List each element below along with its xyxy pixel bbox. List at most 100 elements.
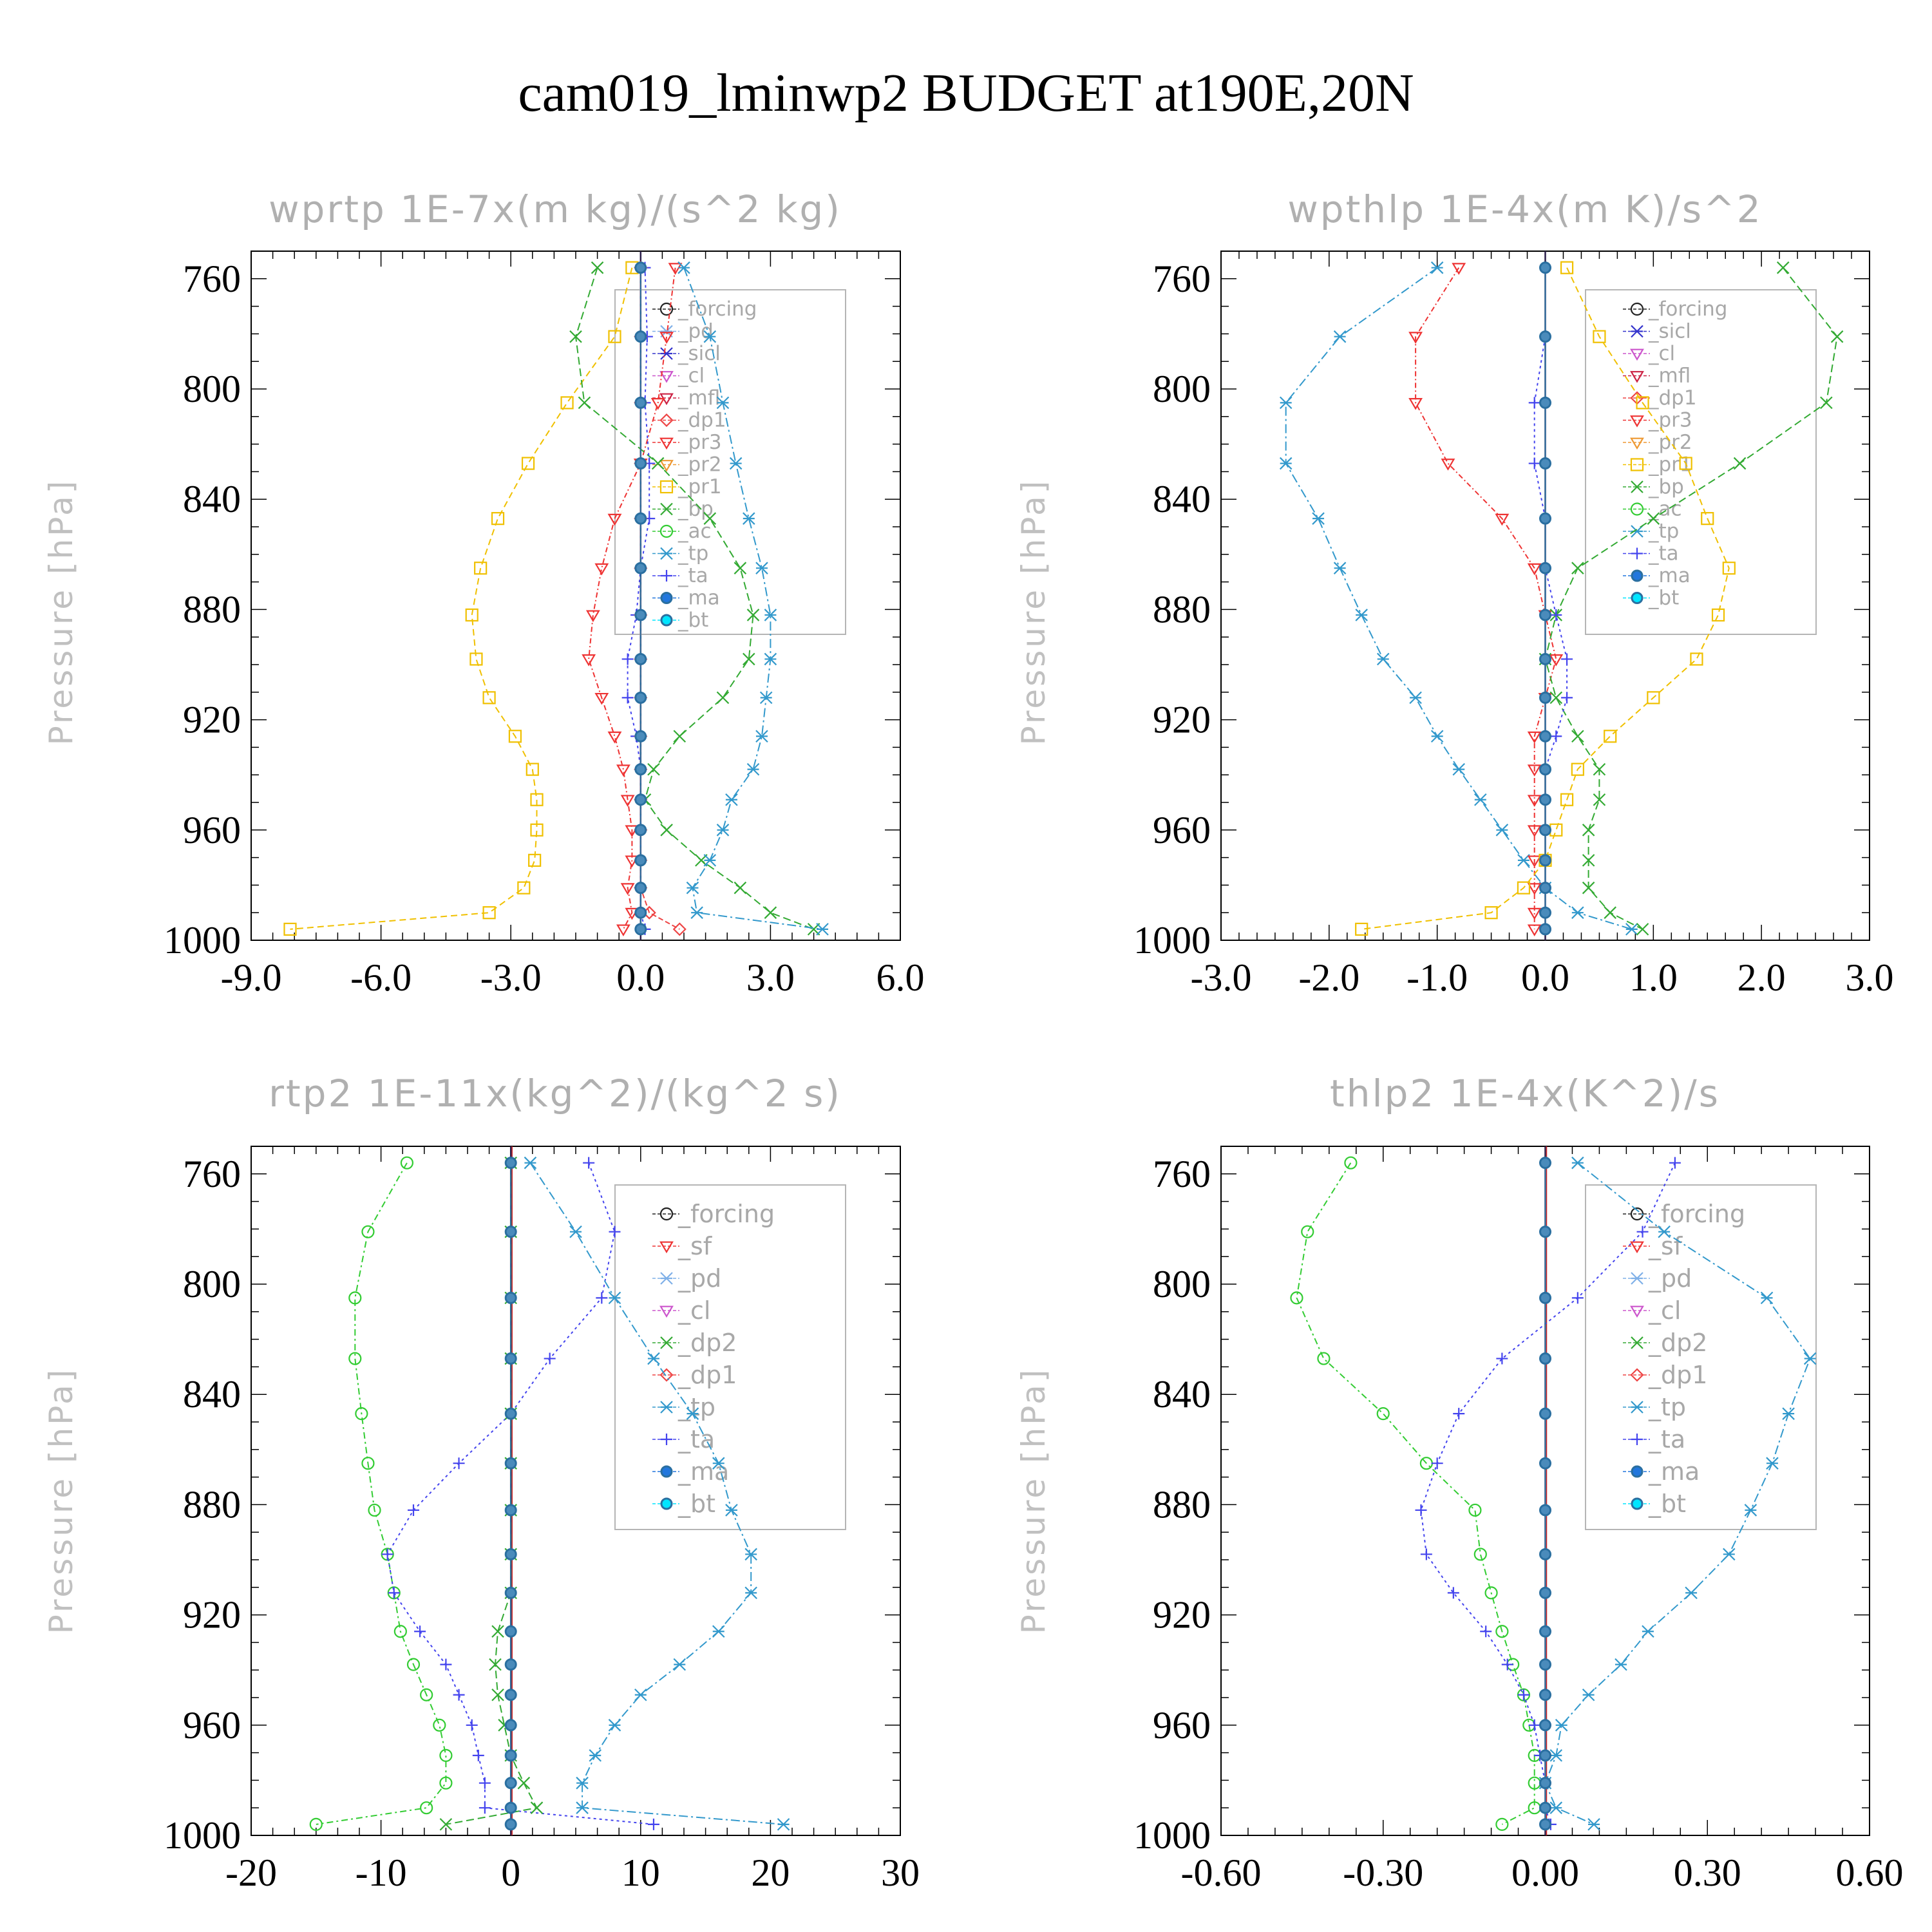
marker-shape <box>1344 1156 1358 1170</box>
legend-marker <box>1631 569 1643 582</box>
legend-label: _bp <box>1648 475 1684 498</box>
data-point <box>596 1292 608 1304</box>
series-tp <box>524 1156 790 1831</box>
axis-ticks <box>1220 251 1870 941</box>
marker-shape <box>1549 1801 1563 1814</box>
data-point <box>1501 1658 1513 1671</box>
marker-shape <box>355 1407 368 1421</box>
marker-shape <box>686 1407 699 1420</box>
marker-shape <box>712 1457 725 1470</box>
marker-shape <box>703 512 717 525</box>
data-point <box>1582 881 1595 895</box>
marker-shape <box>504 1719 517 1732</box>
marker-shape <box>1549 823 1563 837</box>
legend-label: _tp <box>677 1393 715 1421</box>
marker-shape <box>1630 371 1644 383</box>
marker-shape <box>1636 923 1649 936</box>
marker-shape <box>1630 1207 1644 1221</box>
marker-shape <box>1803 1352 1817 1365</box>
marker-shape <box>1312 512 1325 525</box>
marker-shape <box>578 396 591 410</box>
data-point <box>1539 562 1551 574</box>
marker-shape <box>621 692 634 704</box>
marker-shape <box>1539 1407 1551 1420</box>
marker-shape <box>1593 793 1606 806</box>
legend-marker <box>661 570 672 582</box>
legend-label: _dp2 <box>677 1329 737 1357</box>
data-point <box>474 562 488 575</box>
legend-marker <box>659 371 674 383</box>
data-point <box>620 795 635 807</box>
data-point <box>526 762 539 776</box>
data-point <box>355 1407 368 1421</box>
legend-marker <box>1631 480 1643 493</box>
legend-marker <box>1630 348 1644 361</box>
legend-label: _sicl <box>1648 320 1691 343</box>
marker-shape <box>672 922 687 936</box>
marker-shape <box>1582 824 1595 837</box>
marker-shape <box>660 824 673 837</box>
data-point <box>1776 261 1790 274</box>
data-point <box>634 261 647 274</box>
legend-item: _ta <box>1623 1425 1685 1454</box>
marker-shape <box>634 730 647 743</box>
marker-shape <box>634 691 647 704</box>
marker-shape <box>1571 730 1584 743</box>
data-point <box>1474 793 1487 806</box>
marker-shape <box>474 562 488 575</box>
data-point <box>1549 654 1564 667</box>
x-tick-label: -1.0 <box>1406 956 1468 999</box>
legend-frame <box>614 1184 846 1530</box>
marker-shape <box>634 457 647 470</box>
data-point <box>1430 261 1444 274</box>
marker-shape <box>524 1156 537 1170</box>
legend-label: _bt <box>677 609 708 632</box>
marker-shape <box>1744 1504 1757 1517</box>
data-point <box>504 1658 517 1671</box>
data-point <box>746 762 760 776</box>
data-point <box>1431 1457 1443 1470</box>
legend-item: _ma <box>1623 564 1690 587</box>
y-tick-label: 920 <box>1153 1594 1211 1636</box>
marker-shape <box>1539 1719 1551 1732</box>
legend-marker <box>1631 1272 1643 1285</box>
y-tick-label: 760 <box>1153 258 1211 300</box>
marker-shape <box>1539 261 1551 274</box>
marker-shape <box>764 609 777 621</box>
data-point <box>650 398 665 410</box>
legend-label: _forcing <box>1648 1200 1745 1228</box>
marker-shape <box>309 1817 323 1831</box>
y-axis-label: Pressure [hPa] <box>43 1367 80 1634</box>
legend-item: _pd <box>1623 1264 1692 1293</box>
data-point <box>1539 1352 1551 1365</box>
data-point <box>472 1749 484 1761</box>
marker-shape <box>478 1777 491 1789</box>
data-point <box>1679 457 1692 470</box>
data-point <box>759 691 773 705</box>
legend-marker <box>659 480 674 494</box>
marker-shape <box>530 823 544 837</box>
series-bt <box>504 1157 517 1831</box>
marker-shape <box>1571 762 1584 776</box>
marker-shape <box>1539 1457 1551 1470</box>
data-point <box>1723 1548 1736 1561</box>
data-point <box>594 563 609 576</box>
marker-shape <box>1527 883 1542 895</box>
data-point <box>1571 1156 1584 1170</box>
data-point <box>1722 562 1736 575</box>
x-tick-label: 0.30 <box>1674 1852 1741 1894</box>
data-point <box>1561 653 1573 665</box>
data-point <box>491 1688 504 1701</box>
marker-shape <box>1539 512 1551 525</box>
marker-shape <box>504 1689 517 1701</box>
series-bt <box>634 261 647 936</box>
marker-shape <box>1631 1272 1643 1285</box>
figure-title: cam019_lminwp2 BUDGET at190E,20N <box>518 63 1414 123</box>
y-tick-label: 1000 <box>1133 1814 1211 1857</box>
data-point <box>576 1776 589 1790</box>
data-point <box>544 1352 556 1365</box>
marker-shape <box>1631 1434 1643 1445</box>
y-tick-label: 840 <box>183 478 241 520</box>
data-point <box>530 1801 544 1814</box>
data-point <box>703 512 717 525</box>
